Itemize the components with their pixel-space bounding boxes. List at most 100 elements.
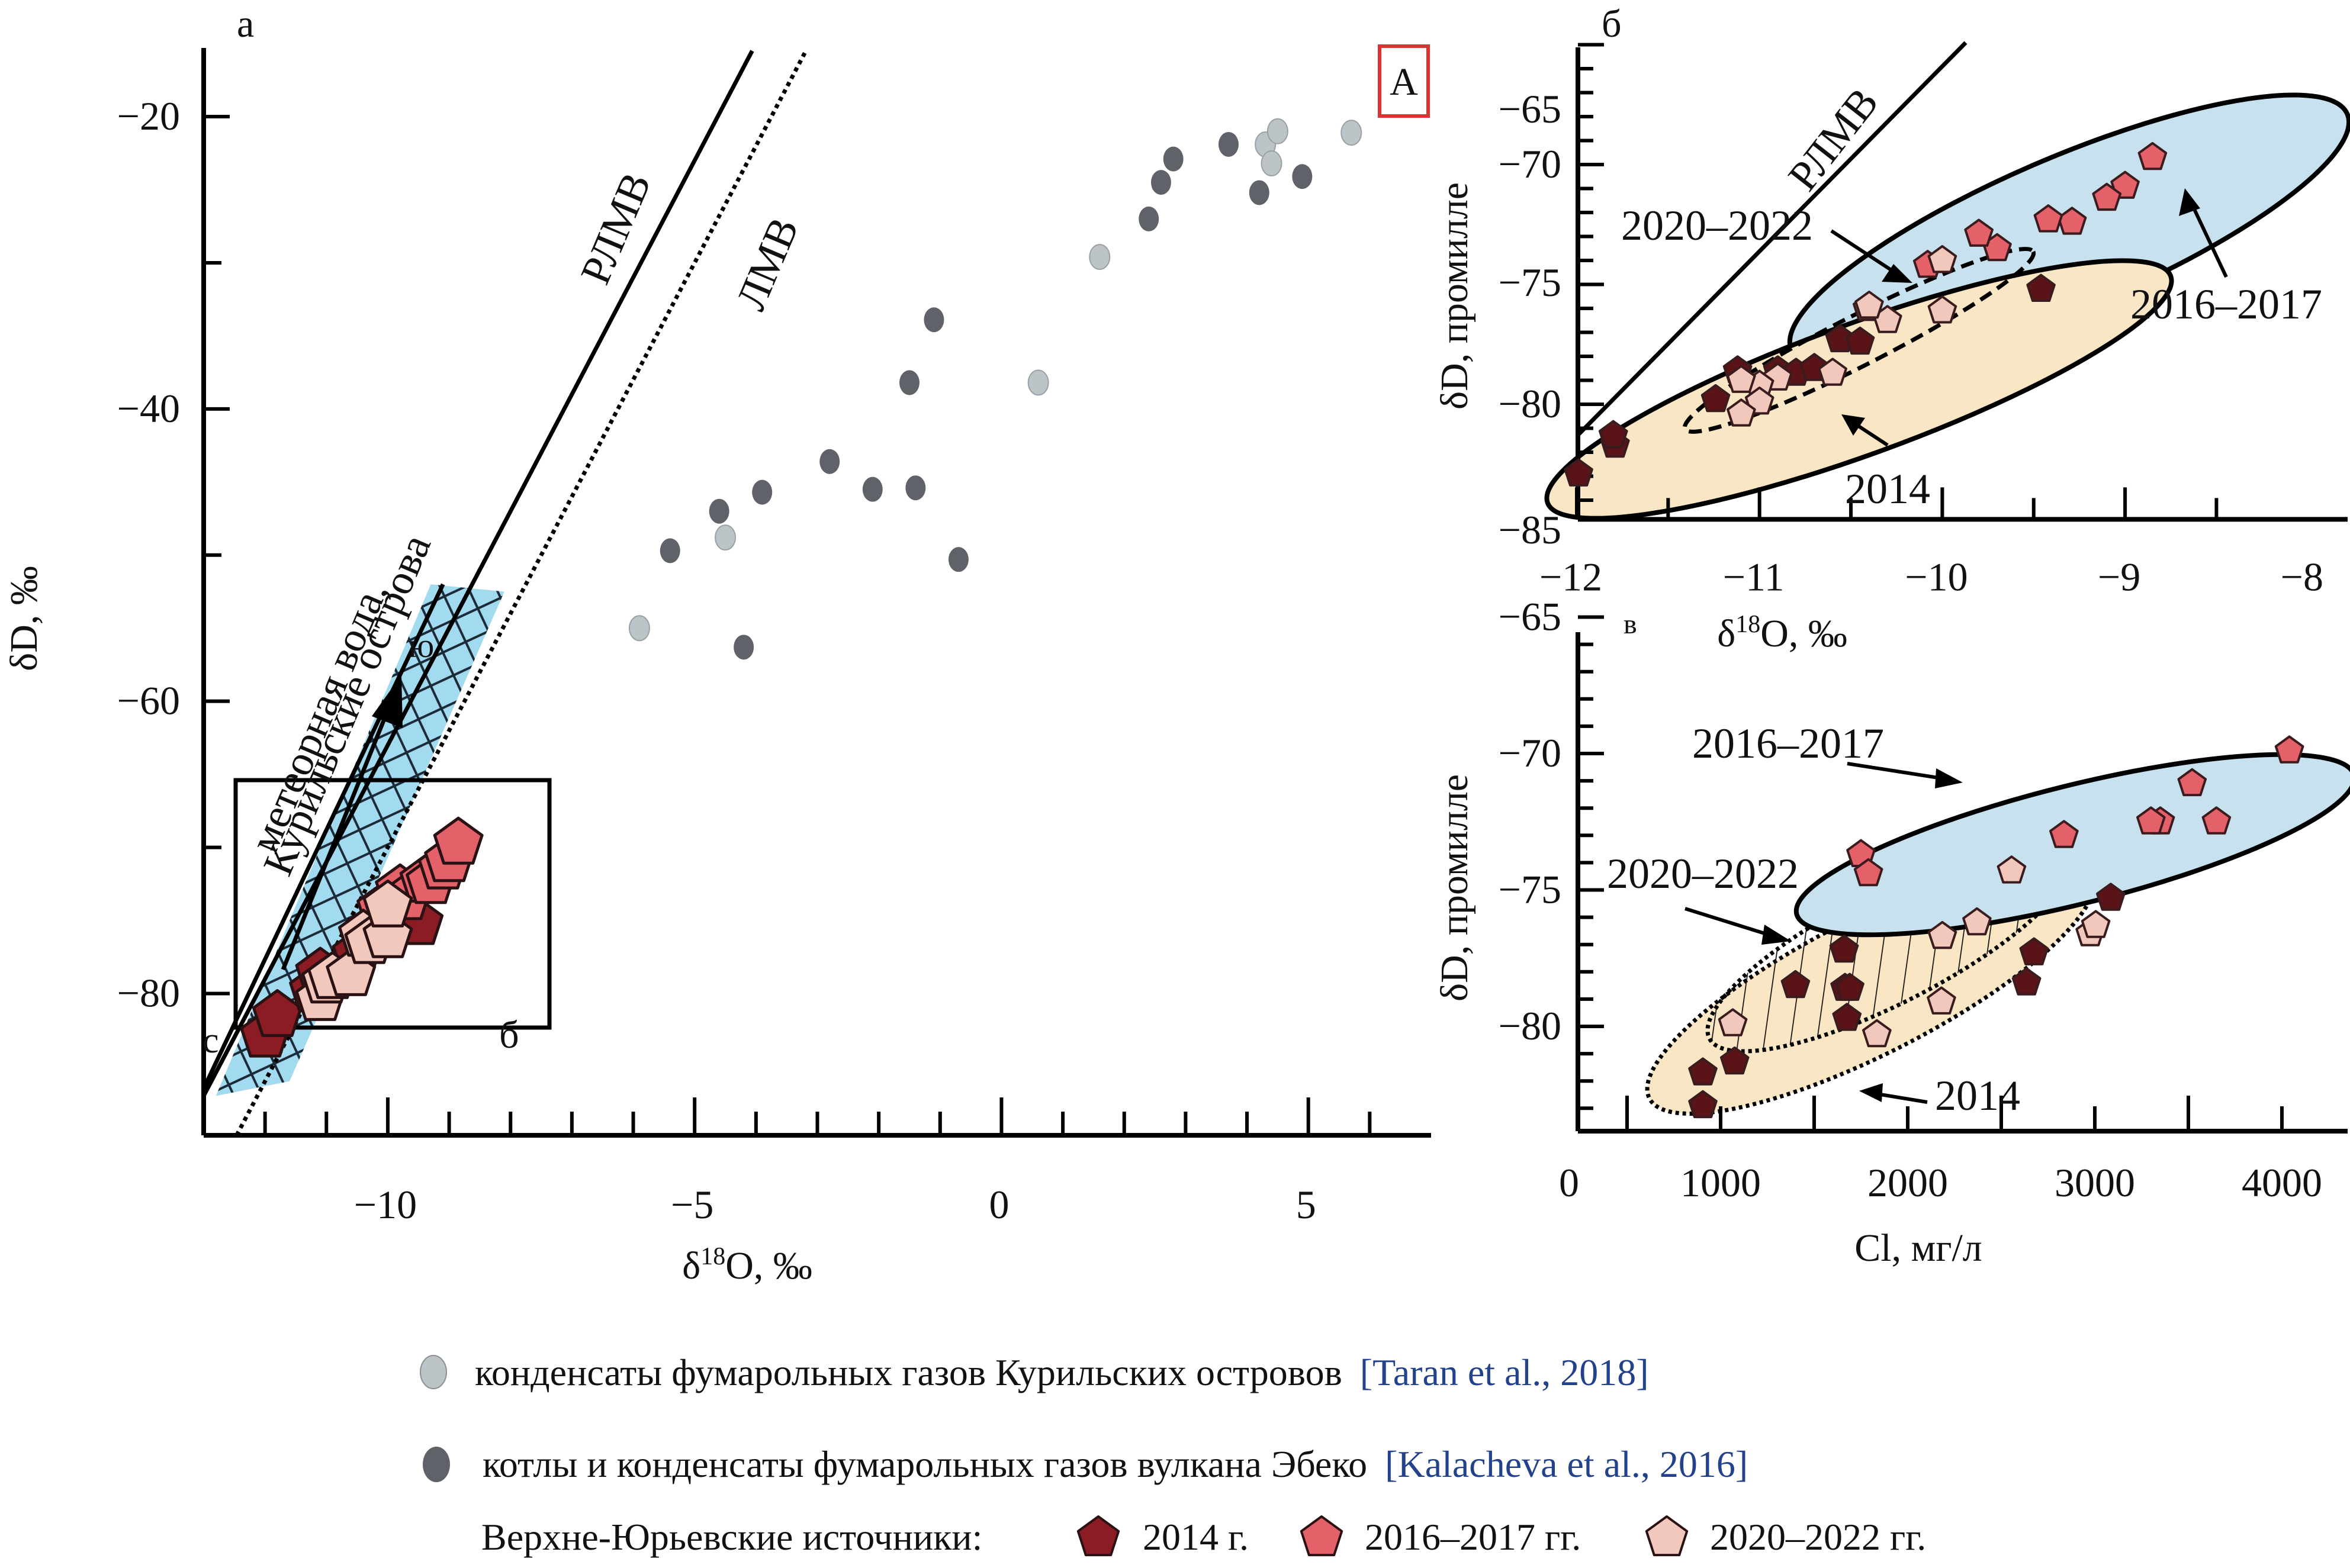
b-x-tick-label: −9	[2098, 554, 2140, 599]
legend-taran-text: конденсаты фумарольных газов Курильских …	[475, 1351, 1342, 1393]
ebeko-point	[1139, 206, 1159, 231]
ebeko-point	[752, 479, 773, 505]
legend-ebeko-text: котлы и конденсаты фумарольных газов вул…	[483, 1443, 1367, 1485]
south-label: ю	[409, 626, 434, 665]
ebeko-point	[924, 307, 944, 333]
c-x-axis-label: Cl, мг/л	[1854, 1226, 1982, 1270]
a-y-tick-label: −40	[117, 386, 180, 431]
pentagon-y2020-point	[1818, 358, 1847, 386]
a-points	[240, 118, 1362, 1058]
pentagon-y2020-point	[1862, 1019, 1892, 1048]
ebeko-point	[709, 498, 729, 524]
pentagon-y2014-point	[1832, 1003, 1862, 1031]
axis-label-part: δ	[1717, 612, 1735, 655]
ebeko-point	[1150, 170, 1171, 195]
pentagon-y2014-point	[1719, 1046, 1750, 1075]
pentagon-y2020-point	[1927, 986, 1956, 1015]
c-x-tick-label: 2000	[1867, 1160, 1948, 1205]
legend-pentagon	[1076, 1515, 1120, 1557]
ebeko-point	[1249, 180, 1269, 205]
pentagon-y2014-point	[2096, 883, 2126, 911]
pentagon-y2020-point	[1962, 907, 1992, 936]
pentagon-y2020-point	[1718, 1008, 1748, 1036]
legend-2016-label: 2016–2017 гг.	[1365, 1516, 1581, 1558]
pentagon-y2014-point	[2026, 273, 2056, 302]
b-points	[1564, 141, 2168, 487]
taran-point	[1261, 150, 1282, 177]
a-y-axis-label: δD, ‰	[2, 566, 46, 671]
taran-point	[1340, 120, 1362, 146]
b-group-label-2014: 2014	[1845, 465, 1930, 513]
pentagon-y2020-point	[1727, 398, 1756, 427]
ebeko-point	[862, 476, 883, 502]
a-axes: −10 −5 0 5 −20 −40 −60 −80	[117, 48, 1431, 1227]
legend-2014-label: 2014 г.	[1143, 1516, 1249, 1558]
inset-box	[233, 778, 552, 1030]
taran-point	[1027, 369, 1049, 396]
legend-ebeko-ref[interactable]: [Kalacheva et al., 2016]	[1385, 1443, 1748, 1485]
pentagon-y2014-point	[1564, 458, 1593, 487]
legend-pentagon	[1300, 1515, 1343, 1557]
pentagon-y2014-point	[1829, 934, 1859, 963]
b-line-rlmv	[1576, 41, 1968, 437]
b-x-tick-label: −8	[2281, 554, 2323, 599]
band-hatch	[216, 584, 504, 1096]
line-lmv	[234, 50, 808, 1136]
c-y-tick-label: −70	[1499, 730, 1561, 775]
axis-label-part: δ	[682, 1244, 700, 1287]
b-y-tick-label: −80	[1499, 381, 1561, 426]
c-callout-arrows	[1684, 762, 1963, 1104]
c-y-tick-label: −80	[1499, 1003, 1561, 1048]
kuril-meteoric-band	[216, 584, 504, 1096]
pentagon-y2020-point	[1927, 245, 1957, 273]
legend-pentagon	[1645, 1515, 1689, 1557]
a-x-tick-label: −5	[671, 1182, 713, 1227]
legend-item-taran: конденсаты фумарольных газов Курильских …	[420, 1351, 1649, 1393]
pentagon-y2020-point	[362, 879, 413, 928]
ebeko-point	[905, 475, 926, 501]
ellipse-2016-2017	[1793, 752, 2350, 938]
pentagon-y2014-point	[1835, 973, 1864, 1001]
a-x-tick-label: −10	[354, 1182, 417, 1227]
pentagon-y2016-point	[2177, 768, 2207, 797]
pentagon-y2016-point	[2274, 735, 2304, 764]
pentagon-2020-icon	[1645, 1515, 1689, 1557]
taran-point	[1089, 244, 1111, 271]
axis-label-part: O, ‰	[1760, 612, 1847, 655]
pentagon-y2016-point	[2049, 820, 2079, 848]
legend: конденсаты фумарольных газов Курильских …	[420, 1351, 1926, 1558]
legend-springs-label: Верхне-Юрьевские источники:	[481, 1516, 982, 1558]
pentagon-y2014-point	[1688, 1090, 1718, 1119]
legend-taran-ref[interactable]: [Taran et al., 2018]	[1360, 1351, 1649, 1393]
a-x-axis-label: δ18O, ‰	[682, 1243, 812, 1287]
ebeko-point	[948, 547, 969, 572]
a-reference-lines	[201, 50, 808, 1136]
pentagon-y2014-point	[2011, 967, 2042, 996]
axis-label-part: 18	[1735, 611, 1760, 638]
inset-label: б	[499, 1013, 519, 1057]
c-axes: 0 1000 2000 3000 4000 −65 −70 −75 −80	[1499, 594, 2348, 1205]
pentagon-y2016-point	[433, 816, 484, 865]
taran-point	[715, 524, 737, 551]
pentagon-y2016-point	[2033, 204, 2063, 233]
pentagon-y2014-point	[1780, 970, 1811, 999]
b-y-axis-label: δD, промилле	[1433, 182, 1476, 410]
b-y-tick-label: −65	[1499, 86, 1561, 131]
line-rlmv	[201, 50, 754, 1097]
pentagon-y2020-point	[1727, 365, 1756, 393]
c-x-tick-label: 0	[1559, 1160, 1579, 1205]
b-x-tick-label: −11	[1723, 554, 1785, 599]
a-y-tick-label: −20	[117, 94, 180, 139]
b-y-tick-label: −75	[1499, 260, 1561, 305]
ebeko-point	[1218, 131, 1239, 157]
b-callout-arrows	[1830, 188, 2228, 447]
panel-c-label: в	[1624, 608, 1637, 640]
b-reference-lines	[1576, 41, 1968, 437]
c-points	[1688, 735, 2304, 1119]
pentagon-y2020-point	[1854, 291, 1884, 319]
axis-label-part: 18	[700, 1243, 725, 1270]
pentagon-y2020-point	[1927, 295, 1957, 324]
ebeko-marker-icon	[423, 1447, 450, 1482]
pentagon-y2016-point	[2137, 141, 2168, 170]
